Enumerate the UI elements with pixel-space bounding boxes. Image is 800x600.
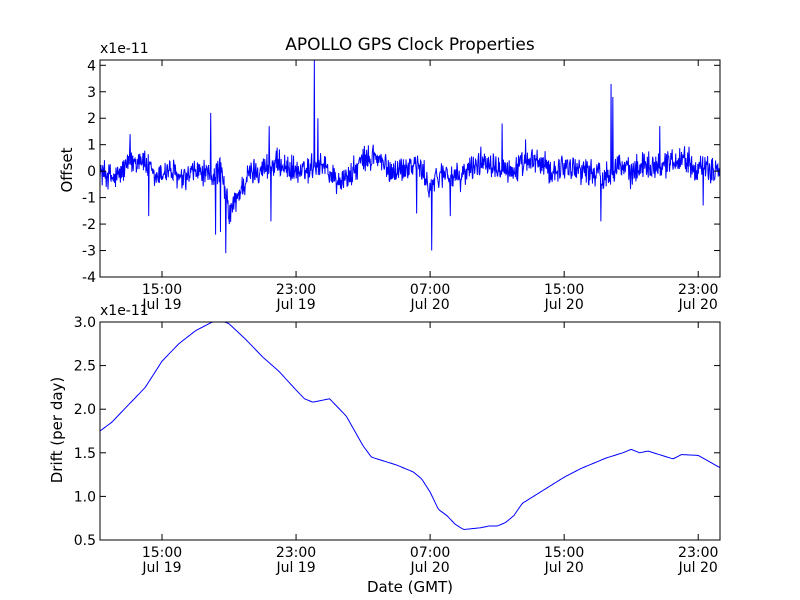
x-axis-label: Date (GMT) — [367, 578, 453, 596]
offset-y-tick-label: 0 — [87, 164, 96, 180]
drift-x-tick-time-label: 07:00 — [410, 545, 450, 561]
drift-y-multiplier-label: x1e-11 — [100, 303, 149, 319]
offset-y-tick-label: 4 — [87, 58, 96, 74]
offset-y-tick-label: -4 — [82, 270, 96, 286]
drift-series-line — [99, 321, 721, 530]
drift-chart: x1e-11 Drift (per day) 0.5 1.0 1.5 2.0 2.5 3.… — [48, 303, 721, 596]
drift-x-tick-date-label: Jul 20 — [544, 560, 584, 576]
offset-x-tick-time-label: 15:00 — [544, 282, 584, 298]
offset-y-multiplier-label: x1e-11 — [100, 41, 149, 57]
offset-x-tick-time-label: 23:00 — [276, 282, 316, 298]
drift-axes-frame — [99, 321, 721, 541]
offset-x-tick-date-label: Jul 20 — [410, 297, 450, 313]
offset-y-axis-label: Offset — [58, 147, 76, 192]
offset-axes-frame — [99, 59, 721, 278]
offset-x-tick-time-label: 07:00 — [410, 282, 450, 298]
drift-x-tick-time-label: 15:00 — [544, 545, 584, 561]
drift-x-tick-time-label: 15:00 — [142, 545, 182, 561]
offset-y-tick-label: -1 — [82, 191, 96, 207]
drift-x-tick-time-label: 23:00 — [276, 545, 316, 561]
offset-series-line — [99, 59, 721, 254]
drift-y-tick-label: 2.5 — [74, 359, 96, 375]
offset-x-tick-time-label: 23:00 — [678, 282, 718, 298]
offset-y-tick-label: 1 — [87, 138, 96, 154]
offset-x-tick-time-label: 15:00 — [142, 282, 182, 298]
drift-y-tick-label: 1.0 — [74, 489, 96, 505]
offset-y-tick-label: 2 — [87, 111, 96, 127]
drift-plot-area — [99, 321, 721, 530]
drift-y-tick-label: 1.5 — [74, 446, 96, 462]
drift-y-tick-label: 3.0 — [74, 315, 96, 331]
drift-x-tick-date-label: Jul 19 — [141, 560, 181, 576]
drift-x-tick-time-label: 23:00 — [678, 545, 718, 561]
drift-x-tick-date-label: Jul 19 — [275, 560, 315, 576]
drift-x-tick-date-label: Jul 20 — [410, 560, 450, 576]
chart-title: APOLLO GPS Clock Properties — [285, 35, 535, 55]
offset-y-tick-label: 3 — [87, 85, 96, 101]
drift-y-tick-label: 0.5 — [74, 533, 96, 549]
offset-x-tick-date-label: Jul 19 — [141, 297, 181, 313]
offset-y-tick-label: -2 — [82, 217, 96, 233]
offset-x-tick-date-label: Jul 20 — [544, 297, 584, 313]
offset-x-tick-date-label: Jul 19 — [275, 297, 315, 313]
offset-x-tick-date-label: Jul 20 — [678, 297, 718, 313]
offset-plot-area — [99, 59, 721, 254]
drift-y-axis-label: Drift (per day) — [48, 377, 66, 484]
drift-y-ticks: 0.5 1.0 1.5 2.0 2.5 3.0 — [74, 315, 720, 549]
drift-x-tick-date-label: Jul 20 — [678, 560, 718, 576]
offset-y-tick-label: -3 — [82, 244, 96, 260]
offset-y-ticks: -4 -3 -2 -1 0 1 2 3 4 — [82, 58, 720, 286]
drift-y-tick-label: 2.0 — [74, 402, 96, 418]
offset-chart: APOLLO GPS Clock Properties x1e-11 Offse… — [58, 35, 721, 313]
